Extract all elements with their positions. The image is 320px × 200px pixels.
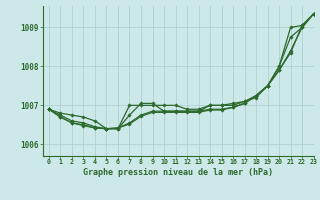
X-axis label: Graphe pression niveau de la mer (hPa): Graphe pression niveau de la mer (hPa) bbox=[84, 168, 273, 177]
